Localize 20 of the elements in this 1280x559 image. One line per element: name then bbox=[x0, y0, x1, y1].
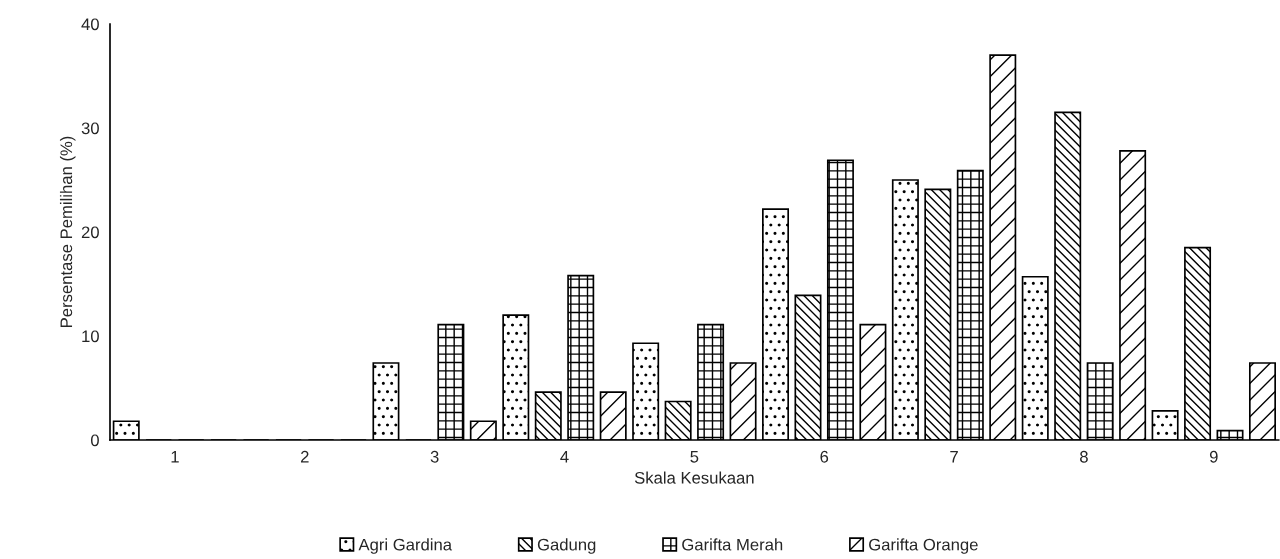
legend-label: Garifta Merah bbox=[682, 538, 783, 551]
y-tick-label: 40 bbox=[81, 18, 99, 31]
x-axis-title: Skala Kesukaan bbox=[634, 471, 754, 484]
x-tick-label: 5 bbox=[690, 451, 699, 463]
x-tick-label: 3 bbox=[430, 450, 439, 463]
legend-label: Agri Gardina bbox=[358, 538, 453, 554]
x-tick-label: 8 bbox=[1080, 450, 1088, 463]
y-tick-label: 30 bbox=[81, 122, 99, 135]
legend-label: Garifta Orange bbox=[869, 538, 978, 554]
y-axis-title: Persentase Pemilihan (%) bbox=[59, 136, 76, 327]
x-tick-label: 6 bbox=[820, 450, 829, 463]
x-tick-label: 4 bbox=[560, 451, 569, 463]
y-tick-label: 20 bbox=[81, 226, 99, 239]
x-tick-label: 1 bbox=[171, 451, 179, 463]
y-tick-label: 0 bbox=[90, 434, 99, 447]
x-tick-label: 7 bbox=[950, 451, 958, 463]
y-tick-label: 10 bbox=[82, 330, 99, 343]
x-tick-label: 2 bbox=[300, 450, 309, 463]
x-tick-label: 9 bbox=[1209, 450, 1218, 463]
legend-label: Gadung bbox=[537, 538, 596, 554]
